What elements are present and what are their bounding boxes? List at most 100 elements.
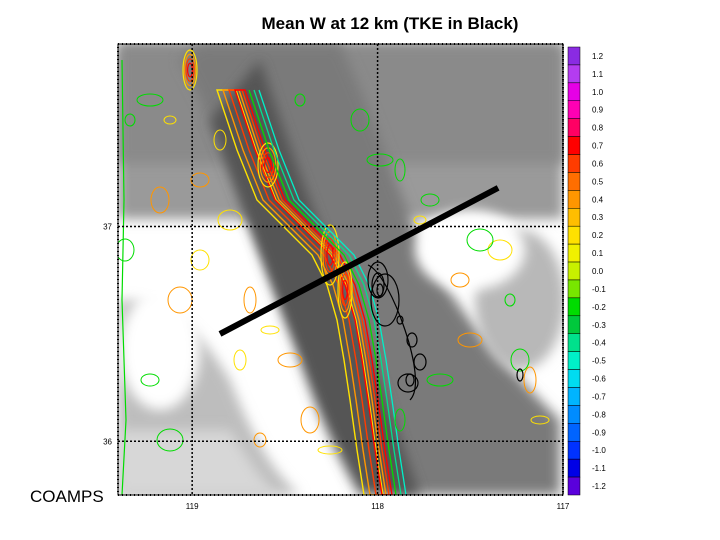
colorbar-label: 1.2 [592,52,604,61]
updraft-core-contour [320,224,340,286]
east-clear-area [415,210,525,290]
colorbar-label: 0.2 [592,231,604,240]
updraft-cell-contour [217,209,243,231]
colorbar-swatch [567,46,581,66]
colorbar-swatch [567,315,581,334]
colorbar-label: 0.4 [592,195,604,204]
colorbar-swatch [567,297,581,317]
colorbar-swatch [567,369,581,388]
updraft-cell-contour [523,366,537,394]
cross-section-line [218,185,500,337]
updraft-core-contour [264,156,273,174]
colorbar-swatch [567,423,581,442]
updraft-core-contour [326,244,334,266]
updraft-core-contour [324,237,336,273]
updraft-cell-contour [253,432,267,448]
updraft-contours [150,49,550,495]
downdraft-cell-contour [504,293,516,307]
colorbar-label: 0.9 [592,106,604,115]
colorbar-label: 0.7 [592,142,604,151]
colorbar-swatch [567,440,581,460]
x-tick-label: 119 [186,502,199,511]
downdraft-cell-contour [140,373,160,387]
downdraft-cell-contour [510,348,530,372]
colorbar-label: -0.6 [592,375,606,384]
colorbar-swatch [567,279,581,299]
colorbar-swatch [567,405,581,424]
colorbar-label: -1.1 [592,464,606,473]
colorbar-label: 0.6 [592,159,604,168]
downdraft-cell-contour [466,228,494,252]
colorbar-swatch [567,172,581,191]
downdraft-cell-contour [366,153,394,167]
west-clear-area [120,290,200,410]
colorbar-label: 0.3 [592,213,604,222]
updraft-contour [228,89,390,495]
updraft-cell-contour [163,115,177,125]
colorbar-label: 1.1 [592,70,604,79]
colorbar-label: -0.5 [592,357,606,366]
updraft-core-contour [261,152,275,178]
colorbar-label: -0.2 [592,303,606,312]
downdraft-edge-contour [121,59,127,495]
updraft-cell-contour [300,406,320,434]
colorbar-swatch [567,351,581,370]
colorbar-label: 0.1 [592,249,604,258]
updraft-cell-contour [190,249,210,271]
tke-contour [397,373,419,393]
downdraft-cell-contour [420,193,440,207]
colorbar-swatch [567,118,581,137]
colorbar-swatch [567,387,581,406]
updraft-cell-contour [413,215,427,225]
colorbar-swatch [567,333,581,352]
colorbar-label: -0.1 [592,285,606,294]
plot-frame [117,43,564,496]
colorbar-swatch [567,64,581,84]
updraft-cell-contour [213,129,227,151]
downdraft-cell-contour [394,408,406,432]
updraft-cell-contour [457,332,483,348]
y-tick-label: 36 [103,437,112,446]
updraft-cell-contour [277,352,303,368]
updraft-core-contour [340,273,350,307]
tke-contour [516,368,524,382]
updraft-cell-contour [530,415,550,425]
updraft-cell-contour [260,325,280,335]
downdraft-contour [253,89,402,495]
downdraft-cell-contour [294,93,306,107]
colorbar-label: -0.4 [592,339,606,348]
updraft-contour [216,89,384,495]
southwest-light-shading [118,430,280,495]
updraft-cell-contour [150,186,170,214]
colorbar-swatch [567,476,581,496]
colorbar-label: 0.8 [592,124,604,133]
x-tick-label: 118 [371,502,384,511]
downdraft-cell-contour [136,93,164,107]
downdraft-cell-contour [426,373,454,387]
colorbar-swatch [567,100,581,119]
colorbar-label: -1.0 [592,446,606,455]
colorbar: 1.2 1.1 1.0 0.9 0.8 0.7 0.6 0.5 0.4 0.3 0.2 0.1 0.0 -… [567,46,606,496]
updraft-core-contour [337,261,353,319]
updraft-core-contour [185,58,195,82]
colorbar-swatch [567,154,581,173]
colorbar-swatch [567,208,581,227]
colorbar-swatch [567,136,581,155]
colorbar-label: -0.8 [592,410,606,419]
colorbar-swatch [567,225,581,245]
updraft-core-contour [182,49,198,91]
downdraft-cell-contour [124,113,136,127]
downdraft-cell-contour [394,158,406,182]
colorbar-swatch [567,190,581,209]
colorbar-swatch [567,243,581,263]
colorbar-label: -0.7 [592,392,606,401]
axis-tick-labels: 119 118 117 37 36 [103,223,570,511]
updraft-core-contour [342,279,348,301]
downdraft-contours [118,59,530,495]
updraft-core-contour [257,142,279,188]
tke-contour [370,273,400,327]
y-tick-label: 37 [103,223,112,232]
updraft-core-contour [183,53,197,87]
colorbar-label: -1.2 [592,482,606,491]
